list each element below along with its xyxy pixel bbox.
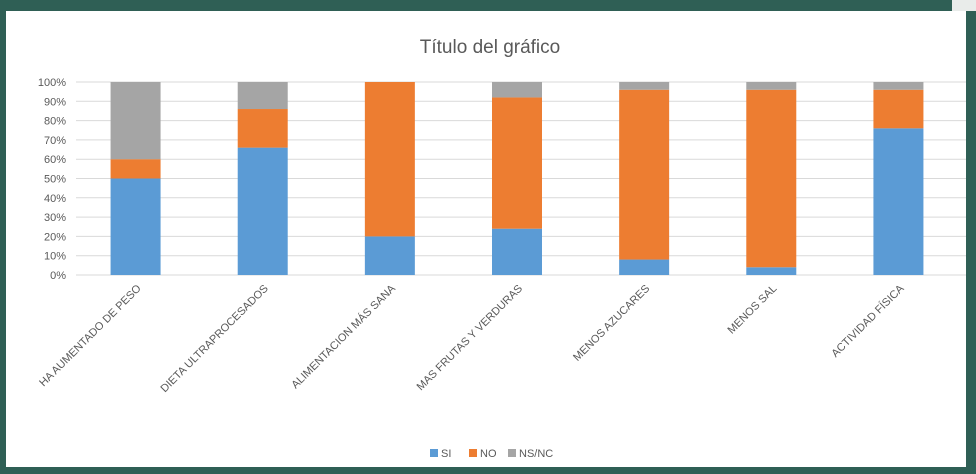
bar-segment-si bbox=[492, 228, 542, 275]
bar-segment-no bbox=[364, 82, 415, 237]
bar-segment-ns-nc bbox=[110, 82, 161, 160]
top-border bbox=[0, 0, 976, 11]
chart-area: Título del gráfico 0% 10% 20% 30% 40% 50% 60% 7… bbox=[6, 11, 966, 467]
chart-title: Título del gráfico bbox=[420, 37, 560, 58]
y-tick-label: 30% bbox=[44, 212, 66, 224]
bar-segment-ns-nc bbox=[619, 82, 670, 90]
bar-segment-si bbox=[746, 267, 797, 275]
bar-segment-si bbox=[619, 259, 670, 275]
bar-segment-ns-nc bbox=[746, 82, 797, 90]
stacked-bar-chart: Título del gráfico 0% 10% 20% 30% 40% 50% 60% 7… bbox=[37, 37, 966, 460]
y-tick-label: 70% bbox=[44, 135, 66, 147]
x-tick-label: DIETA ULTRAPROCESADOS bbox=[158, 283, 270, 395]
legend-swatch bbox=[430, 449, 438, 457]
bar-segment-si bbox=[237, 147, 288, 275]
bar-segment-si bbox=[364, 236, 415, 275]
x-tick-label: HA AUMENTADO DE PESO bbox=[37, 282, 144, 389]
legend-label: SI bbox=[441, 448, 451, 460]
bar-segment-no bbox=[746, 89, 797, 268]
legend-swatch bbox=[469, 449, 477, 457]
bar-segment-si bbox=[873, 128, 924, 275]
x-tick-label: MAS FRUTAS Y VERDURAS bbox=[415, 283, 525, 393]
y-axis-ticks: 0% 10% 20% 30% 40% 50% 60% 70% 80% 90% 100% bbox=[38, 77, 66, 282]
x-tick-label: ACTIVIDAD FÍSICA bbox=[829, 281, 907, 359]
y-tick-label: 100% bbox=[38, 77, 66, 89]
y-tick-label: 20% bbox=[44, 231, 66, 243]
bar-segment-ns-nc bbox=[873, 82, 924, 90]
x-axis-ticks: HA AUMENTADO DE PESO DIETA ULTRAPROCESADO… bbox=[37, 281, 907, 395]
legend: SI NO NS/NC bbox=[430, 448, 553, 460]
bar-segment-no bbox=[619, 89, 670, 260]
legend-label: NO bbox=[480, 448, 497, 460]
bar-segment-ns-nc bbox=[492, 82, 542, 98]
y-tick-label: 90% bbox=[44, 96, 66, 108]
y-tick-label: 10% bbox=[44, 251, 66, 263]
y-tick-label: 80% bbox=[44, 116, 66, 128]
x-tick-label: MENOS AZUCARES bbox=[571, 283, 652, 364]
x-tick-label: ALIMENTACION MÁS SANA bbox=[289, 281, 399, 391]
bars bbox=[110, 82, 924, 275]
y-tick-label: 60% bbox=[44, 154, 66, 166]
bar-segment-no bbox=[873, 89, 924, 129]
bar-segment-ns-nc bbox=[237, 82, 288, 110]
bar-segment-si bbox=[110, 178, 161, 275]
legend-swatch bbox=[508, 449, 516, 457]
window-edge bbox=[952, 0, 976, 11]
bar-segment-no bbox=[492, 97, 542, 229]
x-tick-label: MENOS SAL bbox=[726, 283, 780, 337]
legend-label: NS/NC bbox=[519, 448, 553, 460]
y-tick-label: 0% bbox=[50, 270, 66, 282]
y-tick-label: 50% bbox=[44, 174, 66, 186]
bar-segment-no bbox=[110, 159, 161, 179]
bar-segment-no bbox=[237, 109, 288, 148]
y-tick-label: 40% bbox=[44, 193, 66, 205]
